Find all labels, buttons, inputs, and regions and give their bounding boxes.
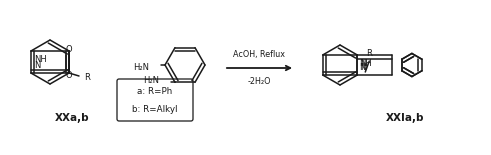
Text: H₂N: H₂N: [143, 76, 159, 85]
Text: -2H₂O: -2H₂O: [248, 78, 271, 86]
Text: a: R=Ph: a: R=Ph: [137, 86, 173, 95]
Text: N: N: [34, 62, 40, 71]
Text: R: R: [366, 49, 372, 58]
Text: b: R=Alkyl: b: R=Alkyl: [132, 104, 178, 113]
FancyBboxPatch shape: [117, 79, 193, 121]
Text: XXa,b: XXa,b: [55, 113, 89, 123]
Text: R: R: [84, 73, 90, 82]
Text: AcOH, Reflux: AcOH, Reflux: [234, 49, 285, 58]
Text: O: O: [66, 44, 72, 53]
Text: N: N: [360, 64, 367, 73]
Text: XXIa,b: XXIa,b: [386, 113, 424, 123]
Text: N: N: [359, 64, 366, 73]
Text: H₂N: H₂N: [133, 62, 149, 71]
Text: N: N: [360, 58, 367, 67]
Text: NH: NH: [34, 55, 47, 64]
Text: NH: NH: [359, 58, 372, 67]
Text: O: O: [66, 71, 72, 80]
